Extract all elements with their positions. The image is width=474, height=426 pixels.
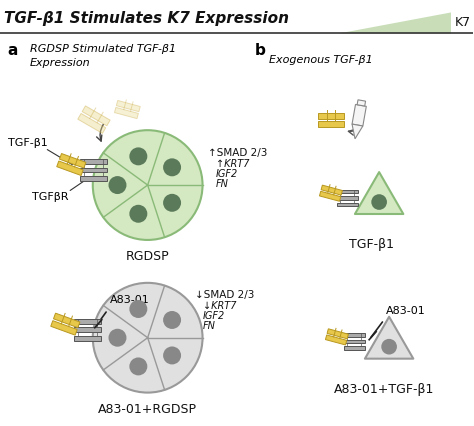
Text: Exogenous TGF-β1: Exogenous TGF-β1 xyxy=(269,55,373,65)
Polygon shape xyxy=(318,121,344,127)
Polygon shape xyxy=(337,190,357,193)
Polygon shape xyxy=(74,336,101,340)
Polygon shape xyxy=(51,321,77,335)
Polygon shape xyxy=(337,203,357,206)
Polygon shape xyxy=(74,319,101,324)
Polygon shape xyxy=(327,329,348,339)
Polygon shape xyxy=(344,340,365,343)
Polygon shape xyxy=(59,153,86,168)
Polygon shape xyxy=(74,328,101,332)
Polygon shape xyxy=(326,335,347,345)
Text: A83-01: A83-01 xyxy=(386,306,426,316)
Circle shape xyxy=(93,130,202,240)
Text: ↓KRT7: ↓KRT7 xyxy=(202,301,236,311)
Circle shape xyxy=(163,346,181,364)
Circle shape xyxy=(93,283,202,393)
Circle shape xyxy=(163,158,181,176)
Polygon shape xyxy=(352,124,363,139)
Polygon shape xyxy=(80,159,107,164)
Polygon shape xyxy=(365,317,413,359)
Polygon shape xyxy=(80,176,107,181)
Polygon shape xyxy=(114,107,138,118)
Polygon shape xyxy=(355,172,403,214)
Text: ↑KRT7: ↑KRT7 xyxy=(216,159,249,169)
Text: RGDSP Stimulated TGF-β1
Expression: RGDSP Stimulated TGF-β1 Expression xyxy=(30,44,176,68)
Text: IGF2: IGF2 xyxy=(216,169,238,179)
Circle shape xyxy=(129,205,147,223)
Text: IGF2: IGF2 xyxy=(202,311,225,321)
Circle shape xyxy=(109,176,127,194)
Text: a: a xyxy=(7,43,18,58)
Polygon shape xyxy=(344,346,365,350)
Polygon shape xyxy=(357,100,365,106)
Polygon shape xyxy=(318,113,344,119)
Polygon shape xyxy=(321,185,342,195)
Polygon shape xyxy=(337,196,357,200)
Polygon shape xyxy=(54,313,80,328)
Polygon shape xyxy=(344,334,365,337)
Polygon shape xyxy=(319,191,341,201)
Polygon shape xyxy=(116,101,140,112)
Polygon shape xyxy=(78,113,106,133)
Text: TGF-β1: TGF-β1 xyxy=(8,138,48,148)
Circle shape xyxy=(129,357,147,375)
Polygon shape xyxy=(57,161,83,176)
Text: FN: FN xyxy=(216,179,228,189)
Polygon shape xyxy=(80,168,107,173)
Text: TGF-β1: TGF-β1 xyxy=(349,238,393,251)
Circle shape xyxy=(109,329,127,347)
Text: ↓SMAD 2/3: ↓SMAD 2/3 xyxy=(194,290,254,300)
Circle shape xyxy=(371,194,387,210)
Polygon shape xyxy=(82,106,110,126)
Text: A83-01: A83-01 xyxy=(110,295,149,305)
Polygon shape xyxy=(352,104,366,126)
Text: K7: K7 xyxy=(455,16,471,29)
Text: A83-01+TGF-β1: A83-01+TGF-β1 xyxy=(334,383,434,396)
Text: ↑SMAD 2/3: ↑SMAD 2/3 xyxy=(208,148,267,158)
Text: FN: FN xyxy=(202,321,215,331)
Text: RGDSP: RGDSP xyxy=(126,250,170,263)
Circle shape xyxy=(163,194,181,212)
Text: b: b xyxy=(255,43,265,58)
Circle shape xyxy=(163,311,181,329)
Text: A83-01+RGDSP: A83-01+RGDSP xyxy=(98,403,197,416)
Polygon shape xyxy=(339,12,451,33)
Text: TGF-β1 Stimulates K7 Expression: TGF-β1 Stimulates K7 Expression xyxy=(4,11,289,26)
Circle shape xyxy=(129,147,147,165)
Circle shape xyxy=(381,339,397,354)
Text: TGFβR: TGFβR xyxy=(32,192,68,202)
Circle shape xyxy=(129,300,147,318)
